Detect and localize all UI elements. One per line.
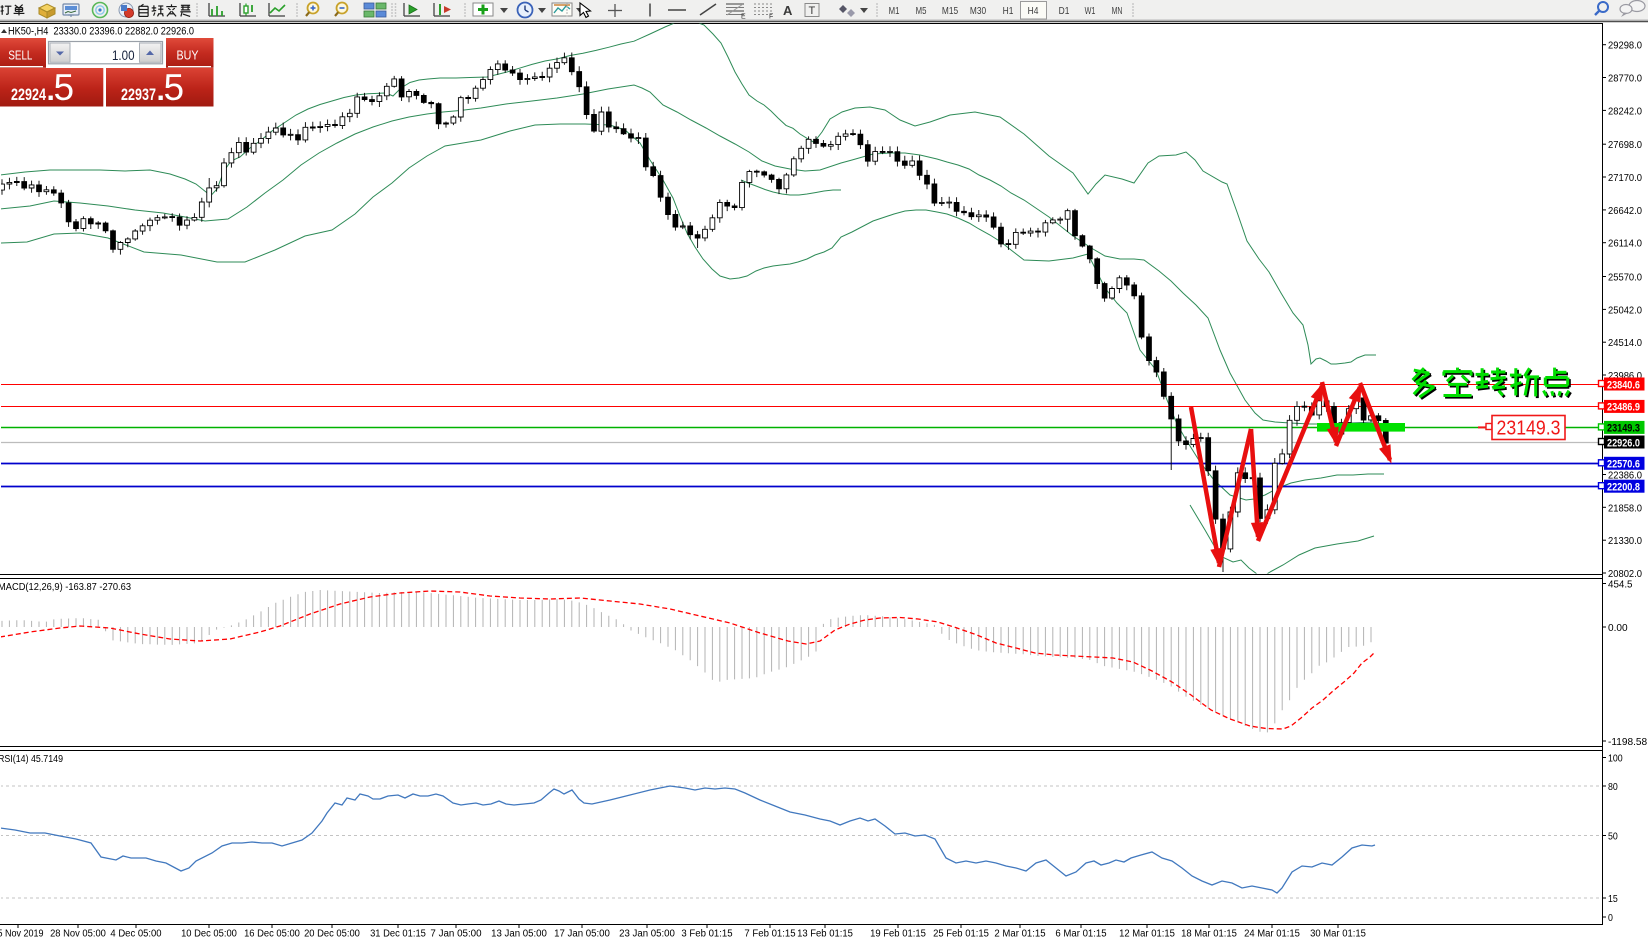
svg-text:RSI(14) 45.7149: RSI(14) 45.7149 [0, 754, 63, 765]
svg-text:21858.0: 21858.0 [1608, 502, 1642, 514]
svg-text:13 Jan 05:00: 13 Jan 05:00 [491, 928, 547, 939]
svg-text:22937: 22937 [121, 86, 156, 104]
svg-text:454.5: 454.5 [1608, 579, 1633, 591]
svg-text:31 Dec 01:15: 31 Dec 01:15 [370, 928, 426, 939]
svg-text:MN: MN [1112, 5, 1123, 17]
svg-text:30 Mar 01:15: 30 Mar 01:15 [1310, 928, 1366, 939]
svg-text:24 Mar 01:15: 24 Mar 01:15 [1244, 928, 1300, 939]
svg-text:22386.0: 22386.0 [1608, 470, 1642, 482]
svg-text:6 Mar 01:15: 6 Mar 01:15 [1055, 928, 1107, 939]
svg-text:17 Jan 05:00: 17 Jan 05:00 [554, 928, 610, 939]
svg-text:M30: M30 [970, 5, 986, 17]
svg-text:.: . [157, 74, 165, 107]
svg-text:3 Feb 01:15: 3 Feb 01:15 [681, 928, 733, 939]
svg-text:MACD(12,26,9) -163.87 -270.63: MACD(12,26,9) -163.87 -270.63 [0, 582, 131, 593]
svg-text:20 Dec 05:00: 20 Dec 05:00 [304, 928, 360, 939]
svg-text:W1: W1 [1085, 5, 1096, 17]
svg-text:4 Dec 05:00: 4 Dec 05:00 [110, 928, 162, 939]
svg-text:.: . [47, 74, 55, 107]
svg-text:F: F [769, 14, 773, 21]
svg-text:100: 100 [1608, 753, 1623, 765]
svg-text:27698.0: 27698.0 [1608, 139, 1642, 151]
svg-text:28 Nov 05:00: 28 Nov 05:00 [50, 928, 106, 939]
svg-text:22570.6: 22570.6 [1607, 459, 1640, 471]
svg-text:12 Mar 01:15: 12 Mar 01:15 [1119, 928, 1175, 939]
svg-text:27170.0: 27170.0 [1608, 172, 1642, 184]
svg-text:26114.0: 26114.0 [1608, 238, 1642, 250]
svg-text:A: A [783, 3, 793, 18]
svg-text:25042.0: 25042.0 [1608, 304, 1642, 316]
svg-text:25570.0: 25570.0 [1608, 272, 1642, 284]
svg-text:20802.0: 20802.0 [1608, 568, 1642, 580]
svg-text:7 Feb 01:15: 7 Feb 01:15 [744, 928, 796, 939]
svg-text:18 Mar 01:15: 18 Mar 01:15 [1181, 928, 1237, 939]
svg-text:23 Jan 05:00: 23 Jan 05:00 [619, 928, 675, 939]
svg-text:24514.0: 24514.0 [1608, 337, 1642, 349]
svg-text:16 Dec 05:00: 16 Dec 05:00 [244, 928, 300, 939]
svg-text:7 Jan 05:00: 7 Jan 05:00 [430, 928, 482, 939]
svg-text:0.00: 0.00 [1608, 622, 1628, 634]
svg-text:22924: 22924 [11, 86, 47, 104]
svg-text:D1: D1 [1059, 5, 1070, 17]
svg-text:19 Feb 01:15: 19 Feb 01:15 [870, 928, 926, 939]
svg-text:H1: H1 [1003, 5, 1014, 17]
svg-text:28242.0: 28242.0 [1608, 105, 1642, 117]
svg-text:T: T [809, 5, 816, 17]
svg-text:SELL: SELL [8, 47, 32, 62]
svg-text:E: E [741, 14, 746, 21]
svg-text:M15: M15 [942, 5, 958, 17]
svg-text:-1198.58: -1198.58 [1608, 736, 1647, 748]
svg-text:H4: H4 [1028, 5, 1039, 17]
svg-text:15: 15 [1608, 893, 1618, 905]
svg-text:50: 50 [1608, 831, 1618, 843]
svg-text:23149.3: 23149.3 [1607, 423, 1640, 435]
svg-text:1.00: 1.00 [112, 48, 135, 63]
svg-text:10 Dec 05:00: 10 Dec 05:00 [181, 928, 237, 939]
svg-text:2 Mar 01:15: 2 Mar 01:15 [994, 928, 1046, 939]
svg-text:5: 5 [164, 67, 185, 108]
svg-text:80: 80 [1608, 781, 1618, 793]
svg-text:M5: M5 [916, 5, 927, 17]
svg-text:BUY: BUY [177, 47, 199, 62]
svg-text:HK50-,H4 23330.0 23396.0 2288: HK50-,H4 23330.0 23396.0 22882.0 22926.0 [8, 26, 194, 38]
svg-text:21330.0: 21330.0 [1608, 535, 1642, 547]
svg-text:23486.9: 23486.9 [1607, 402, 1640, 414]
svg-text:13 Feb 01:15: 13 Feb 01:15 [797, 928, 853, 939]
svg-text:22200.8: 22200.8 [1607, 482, 1640, 494]
svg-text:23149.3: 23149.3 [1497, 418, 1561, 440]
svg-text:29298.0: 29298.0 [1608, 40, 1642, 52]
svg-text:25 Feb 01:15: 25 Feb 01:15 [933, 928, 989, 939]
svg-text:26642.0: 26642.0 [1608, 205, 1642, 217]
svg-text:25 Nov 2019: 25 Nov 2019 [0, 928, 44, 939]
svg-text:22926.0: 22926.0 [1607, 437, 1640, 449]
svg-text:0: 0 [1608, 912, 1613, 924]
svg-text:M1: M1 [889, 5, 900, 17]
svg-text:5: 5 [54, 67, 75, 108]
svg-text:28770.0: 28770.0 [1608, 73, 1642, 85]
svg-text:23840.6: 23840.6 [1607, 379, 1640, 391]
